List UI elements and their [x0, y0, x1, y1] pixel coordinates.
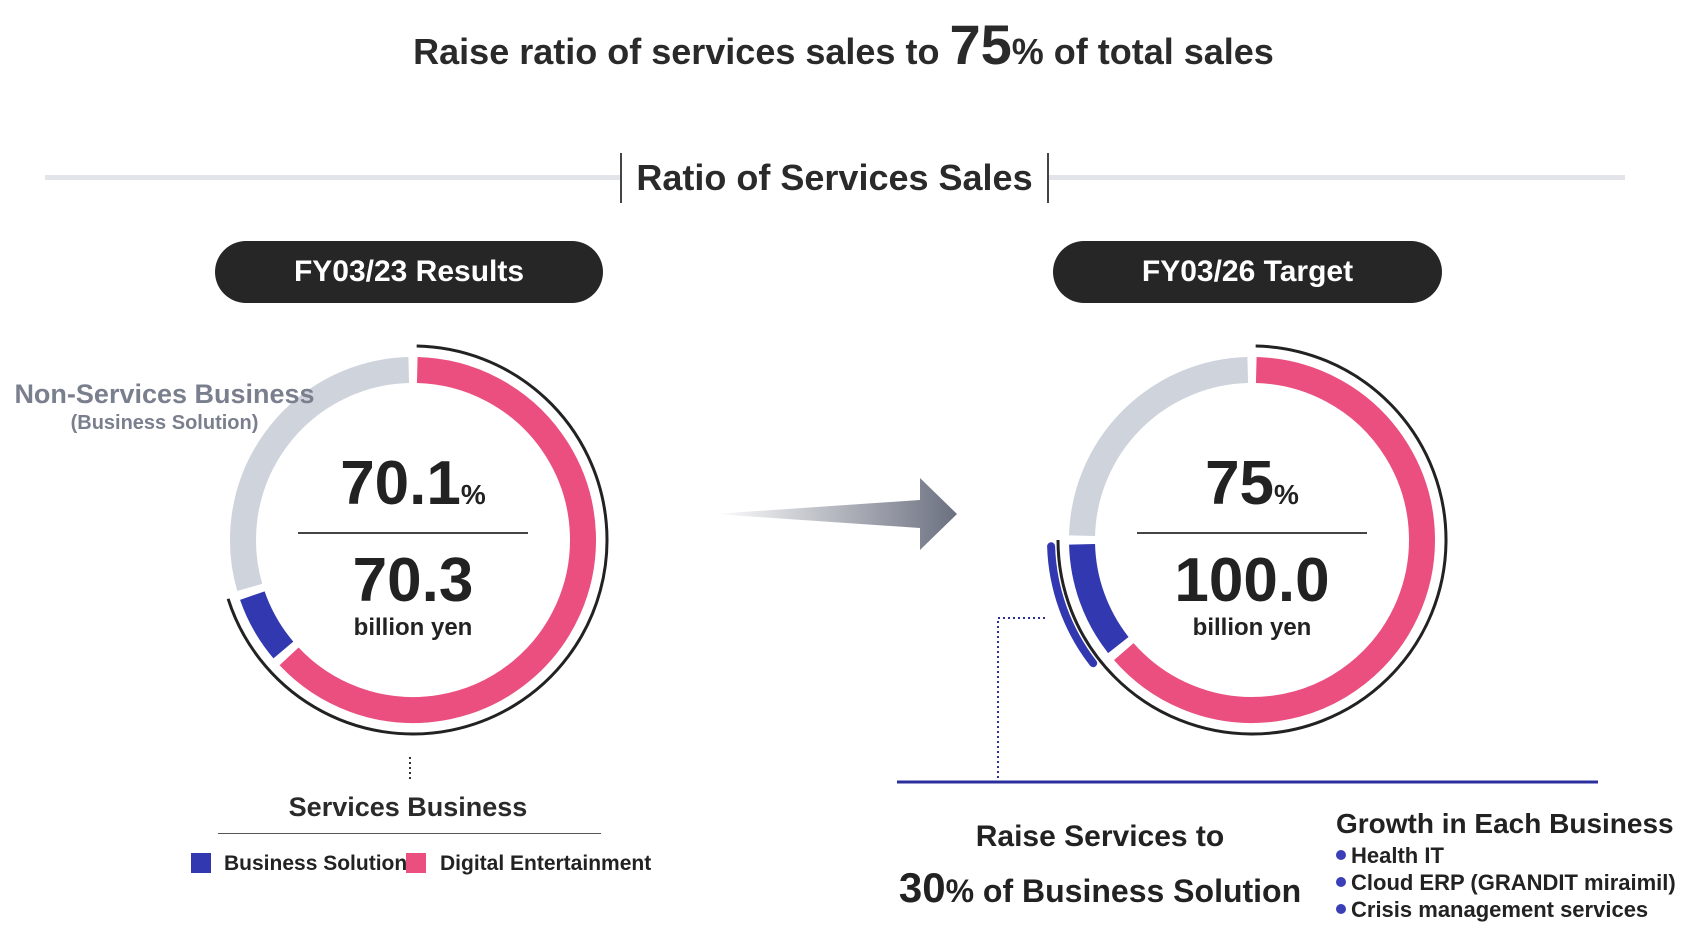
results-percent-unit: %	[460, 479, 486, 510]
target-pill: FY03/26 Target	[1053, 241, 1442, 303]
results-center-divider	[298, 532, 528, 534]
business-solution-pointer	[997, 617, 1045, 781]
donut-slice-digital-entertainment	[279, 357, 596, 723]
non-services-sublabel: (Business Solution)	[70, 412, 259, 434]
target-donut	[1047, 344, 1448, 736]
services-label: Services Business	[288, 792, 528, 822]
growth-heading: Growth in Each Business	[1336, 808, 1674, 839]
target-percent-unit: %	[1274, 479, 1299, 510]
bullet-icon	[1336, 850, 1346, 861]
donut-slice-non-services-business	[1069, 357, 1249, 537]
headline-prefix: Raise ratio of services sales to	[413, 31, 940, 72]
services-bracket-arc	[1056, 344, 1448, 736]
raise-services-line2: 30% of Business Solution	[880, 864, 1320, 912]
section-title: Ratio of Services Sales	[620, 153, 1049, 203]
headline-suffix: % of total sales	[1011, 31, 1274, 72]
raise-services-line1: Raise Services to	[975, 820, 1225, 853]
donut-slice-non-services-business	[230, 357, 410, 592]
growth-item: Crisis management services	[1336, 897, 1648, 923]
growth-item: Health IT	[1336, 843, 1444, 869]
target-sales-value: 100.0	[1174, 546, 1330, 615]
headline: Raise ratio of services sales to 75% of …	[0, 12, 1687, 77]
growth-item-label: Health IT	[1351, 843, 1444, 868]
headline-value: 75	[949, 13, 1012, 76]
target-percent-value: 75	[1205, 449, 1275, 518]
services-bracket-arc	[226, 344, 609, 736]
growth-item: Cloud ERP (GRANDIT miraimil)	[1336, 870, 1676, 896]
results-percent: 70.1%	[298, 448, 528, 519]
results-donut	[226, 344, 609, 736]
legend-business-solution-label: Business Solution	[224, 852, 408, 875]
target-percent: 75%	[1137, 448, 1367, 519]
bullet-icon	[1336, 877, 1346, 888]
results-pill: FY03/23 Results	[215, 241, 603, 303]
legend-digital-entertainment-swatch	[406, 853, 426, 873]
growth-item-label: Crisis management services	[1351, 897, 1649, 922]
non-services-label: Non-Services Business	[14, 379, 315, 409]
donut-slice-digital-entertainment	[1113, 357, 1435, 723]
legend-business-solution-swatch	[191, 853, 211, 873]
services-underline	[218, 833, 601, 834]
bullet-icon	[1336, 904, 1346, 915]
donut-slice-business-solution	[240, 591, 294, 659]
target-center-divider	[1137, 532, 1367, 534]
results-sales-unit: billion yen	[353, 614, 473, 641]
legend-digital-entertainment-label: Digital Entertainment	[440, 852, 652, 875]
donut-slice-business-solution	[1069, 543, 1129, 654]
raise-services-suffix: % of Business Solution	[945, 873, 1302, 909]
transition-arrow	[714, 478, 957, 550]
results-percent-value: 70.1	[340, 449, 461, 518]
raise-services-value: 30	[898, 864, 946, 911]
results-sales-value: 70.3	[352, 546, 474, 615]
target-sales-unit: billion yen	[1192, 614, 1312, 641]
growth-item-label: Cloud ERP (GRANDIT miraimil)	[1351, 870, 1676, 895]
business-solution-highlight-arc	[1047, 542, 1098, 668]
